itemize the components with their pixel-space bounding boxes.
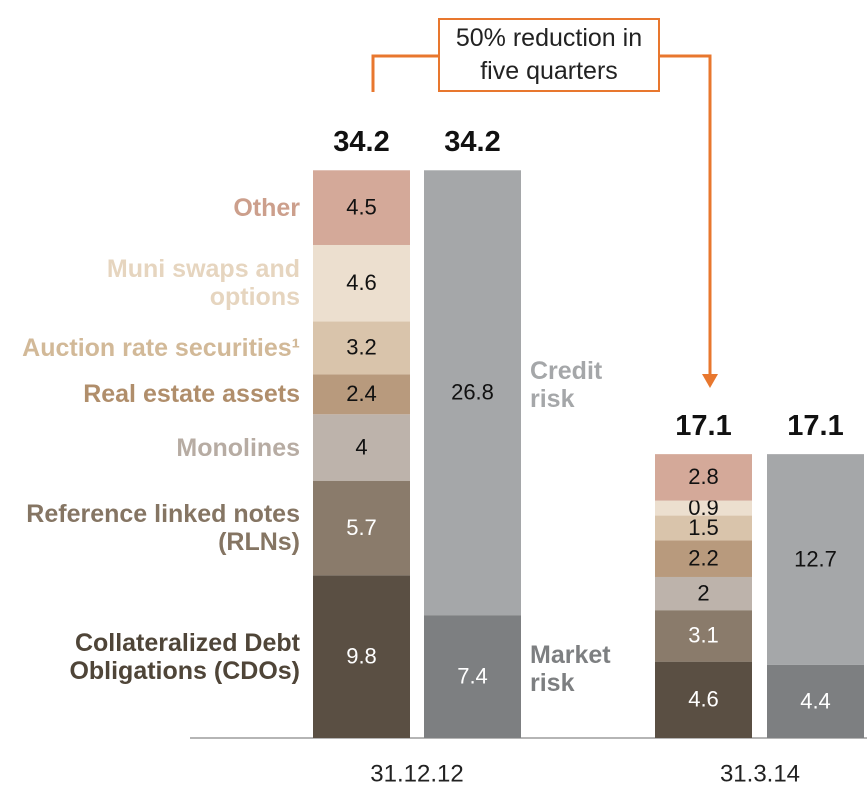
total-label: 17.1: [675, 410, 731, 442]
value-label: 4.6: [346, 270, 377, 295]
bar-segment: [313, 414, 410, 481]
total-label: 34.2: [333, 126, 389, 158]
x-tick-label: 31.12.12: [370, 760, 463, 787]
bar-segment: [655, 540, 752, 577]
bar-segment: [313, 480, 410, 576]
bracket: [371, 54, 438, 92]
value-label: 4: [355, 434, 367, 459]
bar-segment: [655, 454, 752, 501]
arrow-head: [702, 374, 718, 388]
series-label: Auction rate securities¹: [22, 333, 300, 362]
series-label-box: Collateralized Debt Obligations (CDOs): [69, 628, 300, 685]
series-label: Other: [233, 193, 300, 222]
series-label: Credit risk: [530, 356, 603, 413]
value-label: 2.4: [346, 381, 377, 406]
series-label-box: Other: [233, 193, 300, 222]
series-label-box: Muni swaps and options: [106, 255, 300, 312]
series-label: Monolines: [176, 433, 300, 462]
series-label-box: Real estate assets: [83, 380, 300, 409]
series-label-box: Credit risk: [530, 356, 603, 413]
value-label: 5.7: [346, 515, 377, 540]
series-label-box: Monolines: [176, 433, 300, 462]
value-label: 26.8: [451, 380, 494, 405]
total-label: 34.2: [444, 126, 500, 158]
value-label: 12.7: [794, 546, 837, 571]
value-label: 4.6: [688, 687, 719, 712]
series-label-box: Reference linked notes (RLNs): [26, 500, 300, 556]
value-label: 4.4: [800, 688, 831, 713]
value-label: 2: [697, 580, 709, 605]
bar-segment: [655, 500, 752, 516]
series-label: Market risk: [530, 640, 611, 697]
bar-segment: [313, 374, 410, 415]
x-tick-label: 31.3.14: [720, 760, 800, 787]
value-label: 3.2: [346, 335, 377, 360]
bar-segment: [313, 244, 410, 322]
arrow-line: [660, 54, 712, 376]
value-label: 9.8: [346, 643, 377, 668]
bar-segment: [767, 664, 864, 738]
value-label: 3.1: [688, 623, 719, 648]
series-label: Reference linked notes (RLNs): [26, 500, 300, 556]
bar-segment: [655, 610, 752, 662]
value-label: 2.2: [688, 546, 719, 571]
bar-segment: [424, 615, 521, 738]
bar-segment: [655, 576, 752, 611]
bar-segment: [313, 575, 410, 738]
value-label: 2.8: [688, 464, 719, 489]
value-label: 7.4: [457, 663, 488, 688]
bar-segment: [767, 454, 864, 665]
total-label: 17.1: [787, 410, 843, 442]
value-label: 4.5: [346, 194, 377, 219]
series-label: Muni swaps and options: [106, 255, 300, 312]
series-label-box: Auction rate securities¹: [22, 333, 300, 362]
series-label-box: Market risk: [530, 640, 611, 697]
bar-segment: [655, 661, 752, 738]
bar-segment: [313, 321, 410, 375]
bar-segment: [313, 170, 410, 245]
value-label: 1.5: [688, 515, 719, 540]
bar-segment: [655, 515, 752, 541]
series-label: Real estate assets: [83, 380, 300, 409]
bar-segment: [424, 170, 521, 616]
series-label: Collateralized Debt Obligations (CDOs): [69, 628, 300, 685]
annotation: 50% reduction in five quarters: [438, 18, 660, 92]
